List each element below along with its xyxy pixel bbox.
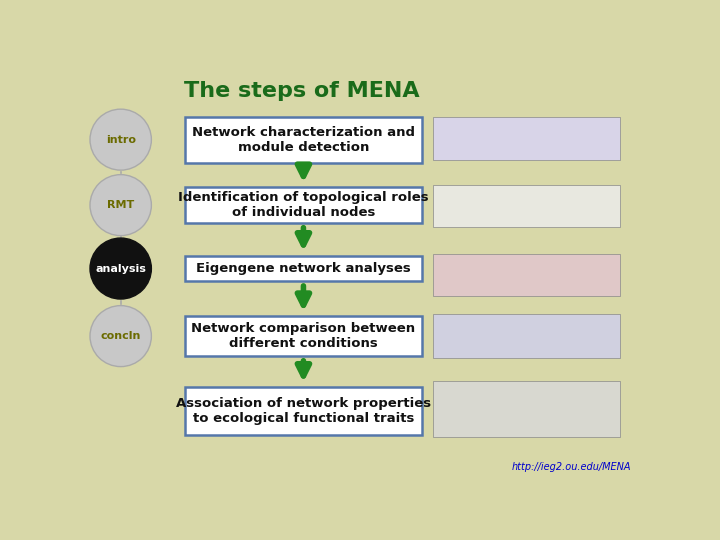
Text: Network comparison between
different conditions: Network comparison between different con… xyxy=(192,322,415,350)
FancyBboxPatch shape xyxy=(433,314,620,358)
FancyBboxPatch shape xyxy=(185,256,422,281)
FancyBboxPatch shape xyxy=(433,381,620,437)
Ellipse shape xyxy=(90,174,151,235)
FancyBboxPatch shape xyxy=(185,387,422,435)
FancyBboxPatch shape xyxy=(433,185,620,227)
Text: intro: intro xyxy=(106,134,135,145)
Text: RMT: RMT xyxy=(107,200,135,210)
FancyBboxPatch shape xyxy=(185,316,422,356)
Text: Identification of topological roles
of individual nodes: Identification of topological roles of i… xyxy=(178,191,428,219)
FancyBboxPatch shape xyxy=(433,117,620,160)
FancyBboxPatch shape xyxy=(185,117,422,163)
FancyBboxPatch shape xyxy=(185,187,422,223)
Text: The steps of MENA: The steps of MENA xyxy=(184,82,420,102)
Text: Network characterization and
module detection: Network characterization and module dete… xyxy=(192,126,415,154)
Text: Eigengene network analyses: Eigengene network analyses xyxy=(196,262,411,275)
Ellipse shape xyxy=(90,306,151,367)
Text: Association of network properties
to ecological functional traits: Association of network properties to eco… xyxy=(176,397,431,425)
Text: analysis: analysis xyxy=(95,264,146,274)
Ellipse shape xyxy=(90,109,151,170)
Text: http://ieg2.ou.edu/MENA: http://ieg2.ou.edu/MENA xyxy=(512,462,631,472)
Ellipse shape xyxy=(90,238,151,299)
FancyBboxPatch shape xyxy=(433,254,620,295)
Text: concln: concln xyxy=(101,331,141,341)
